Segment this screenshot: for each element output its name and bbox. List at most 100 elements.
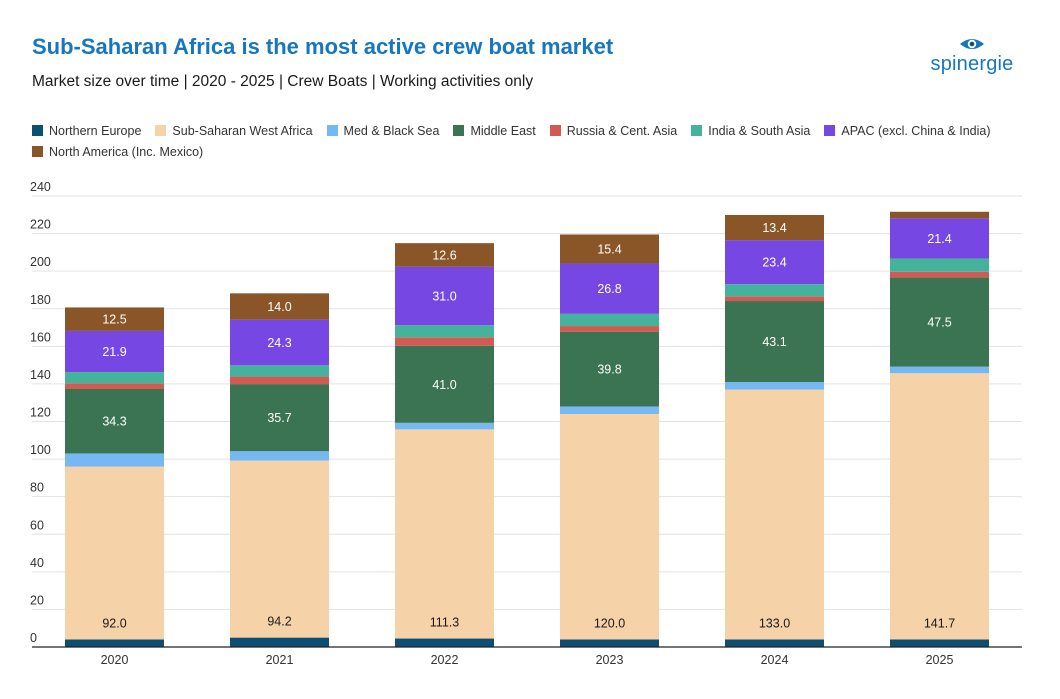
y-tick-label: 40 <box>30 556 44 570</box>
bar-segment <box>65 383 164 389</box>
data-label: 94.2 <box>267 615 291 629</box>
bar-segment <box>725 284 824 297</box>
y-tick-label: 100 <box>30 443 51 457</box>
bar-segment <box>890 366 989 374</box>
chart-subtitle: Market size over time | 2020 - 2025 | Cr… <box>32 73 534 90</box>
x-tick-label: 2023 <box>596 653 624 667</box>
eye-icon <box>960 39 984 49</box>
bar-segment <box>395 345 494 423</box>
data-label: 41.0 <box>432 378 456 392</box>
bar-segment <box>725 240 824 285</box>
bar-segment <box>560 331 659 407</box>
data-label: 92.0 <box>102 616 126 630</box>
bar-segment <box>725 382 824 390</box>
data-label: 35.7 <box>267 411 291 425</box>
data-label: 21.9 <box>102 345 126 359</box>
data-label: 24.3 <box>267 336 291 350</box>
data-label: 43.1 <box>762 335 786 349</box>
bar-segment <box>725 389 824 640</box>
bar-segment <box>230 460 329 638</box>
data-label: 12.5 <box>102 313 126 327</box>
bar-segment <box>230 376 329 385</box>
bar-segment <box>395 429 494 639</box>
bar-segment <box>230 637 329 647</box>
bar-segment <box>890 218 989 259</box>
bar-segment <box>560 263 659 314</box>
data-label: 15.4 <box>597 242 621 256</box>
legend-label: Sub-Saharan West Africa <box>172 123 313 138</box>
bar-segment <box>395 337 494 346</box>
data-label: 26.8 <box>597 282 621 296</box>
bar-segment <box>890 271 989 278</box>
legend-swatch <box>453 125 465 136</box>
bar-segment <box>65 388 164 454</box>
data-label: 141.7 <box>924 616 955 630</box>
bar-segment <box>395 422 494 430</box>
bar-segment <box>560 234 659 264</box>
chart-title: Sub-Saharan Africa is the most active cr… <box>32 34 614 59</box>
legend-swatch <box>824 125 836 136</box>
y-tick-label: 220 <box>30 218 51 232</box>
y-tick-label: 120 <box>30 406 51 420</box>
bar-segment <box>65 307 164 331</box>
legend-label: Med & Black Sea <box>343 123 440 138</box>
data-label: 47.5 <box>927 315 951 329</box>
bar-segment <box>890 639 989 647</box>
legend-item: Russia & Cent. Asia <box>549 123 678 138</box>
y-tick-label: 160 <box>30 330 51 344</box>
y-tick-label: 60 <box>30 518 44 532</box>
y-tick-label: 20 <box>30 593 44 607</box>
bar-segment <box>65 372 164 384</box>
y-tick-label: 200 <box>30 255 51 269</box>
data-label: 14.0 <box>267 300 291 314</box>
bar-segment <box>890 373 989 640</box>
legend-item: Med & Black Sea <box>326 123 440 138</box>
bar-segment <box>890 258 989 272</box>
bar-segment <box>560 326 659 332</box>
y-tick-label: 240 <box>30 180 51 194</box>
data-label: 13.4 <box>762 221 786 235</box>
bar-segment <box>65 639 164 647</box>
legend-label: Middle East <box>470 123 536 138</box>
bar-segment <box>395 243 494 267</box>
bar-segment <box>560 313 659 327</box>
legend-label: APAC (excl. China & India) <box>841 123 991 138</box>
legend-label: Russia & Cent. Asia <box>566 123 678 138</box>
data-label: 39.8 <box>597 363 621 377</box>
bar-segment <box>725 296 824 302</box>
y-tick-label: 80 <box>30 481 44 495</box>
bar-segment <box>65 466 164 640</box>
legend-swatch <box>32 146 43 157</box>
bar-segment <box>230 365 329 377</box>
bar-segment <box>725 301 824 383</box>
data-label: 23.4 <box>762 256 786 270</box>
legend-item: India & South Asia <box>691 123 810 138</box>
data-label: 111.3 <box>430 616 459 630</box>
bar-segment <box>560 413 659 640</box>
spinergie-logo: spinergie <box>927 36 1017 76</box>
data-label: 31.0 <box>432 289 456 303</box>
legend-swatch <box>326 125 338 136</box>
x-tick-label: 2025 <box>926 653 954 667</box>
bar-segment <box>230 451 329 461</box>
legend-label: India & South Asia <box>708 123 811 138</box>
data-label: 21.4 <box>927 232 951 246</box>
logo-text: spinergie <box>930 53 1014 75</box>
data-label: 133.0 <box>759 616 790 630</box>
bar-segment <box>890 277 989 367</box>
legend-item: North America (Inc. Mexico) <box>32 144 203 159</box>
bar-segment <box>560 639 659 647</box>
x-tick-label: 2020 <box>101 653 129 667</box>
legend-swatch <box>155 125 167 136</box>
bar-segment <box>395 266 494 326</box>
bar-segment <box>230 384 329 452</box>
legend-item: APAC (excl. China & India) <box>824 123 991 138</box>
bar-segment <box>725 214 824 241</box>
data-label: 12.6 <box>432 249 456 263</box>
legend-item: Sub-Saharan West Africa <box>155 123 313 138</box>
chart-legend: Northern Europe Sub-Saharan West Africa Me… <box>32 123 1022 159</box>
data-label: 34.3 <box>102 415 126 429</box>
bar-segment <box>230 319 329 366</box>
legend-swatch <box>691 125 703 136</box>
